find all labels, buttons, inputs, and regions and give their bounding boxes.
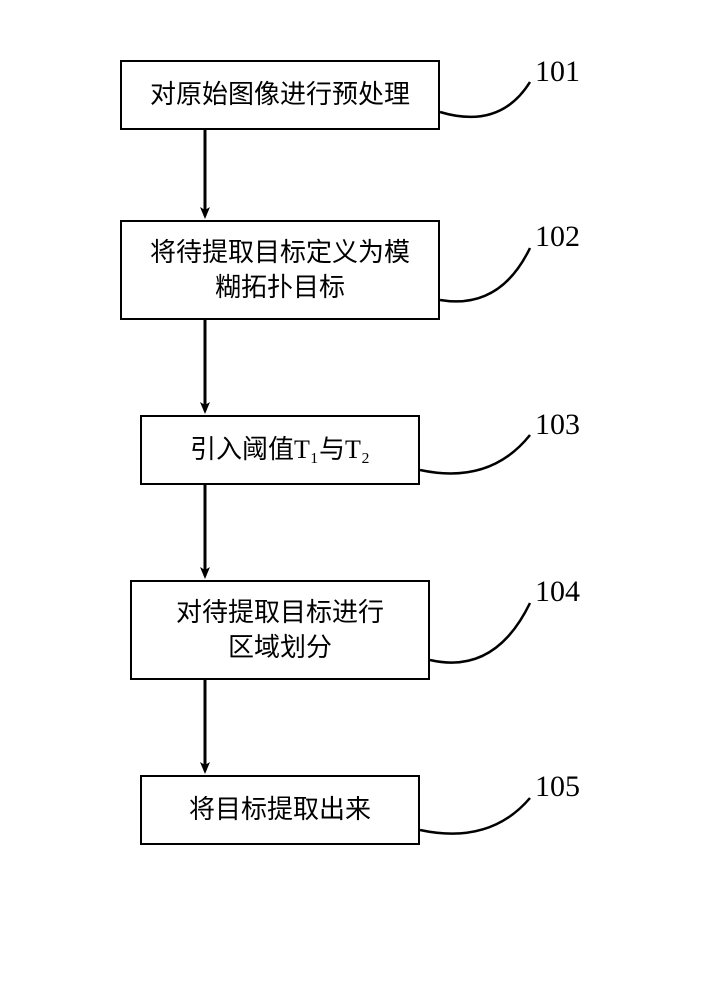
callout-curve xyxy=(440,82,530,117)
connectors-layer xyxy=(0,0,708,1000)
flow-node-n1: 对原始图像进行预处理 xyxy=(120,60,440,130)
flow-node-text: 引入阈值T₁与T₂ xyxy=(190,432,370,467)
flowchart-canvas: 对原始图像进行预处理将待提取目标定义为模糊拓扑目标引入阈值T₁与T₂对待提取目标… xyxy=(0,0,708,1000)
step-number-label: 101 xyxy=(535,55,580,89)
step-number-label: 103 xyxy=(535,408,580,442)
flow-node-text: 对原始图像进行预处理 xyxy=(150,77,410,112)
flow-node-n4: 对待提取目标进行区域划分 xyxy=(130,580,430,680)
callout-curve xyxy=(420,435,530,473)
flow-node-n2: 将待提取目标定义为模糊拓扑目标 xyxy=(120,220,440,320)
flow-node-n3: 引入阈值T₁与T₂ xyxy=(140,415,420,485)
callout-curve xyxy=(420,798,530,834)
step-number-label: 105 xyxy=(535,770,580,804)
step-number-label: 102 xyxy=(535,220,580,254)
flow-node-text: 区域划分 xyxy=(176,630,384,665)
callout-curve xyxy=(440,248,530,301)
flow-node-text: 将目标提取出来 xyxy=(189,792,371,827)
flow-node-text: 将待提取目标定义为模 xyxy=(150,235,410,270)
callout-curve xyxy=(430,603,530,663)
flow-node-text: 对待提取目标进行 xyxy=(176,595,384,630)
flow-node-n5: 将目标提取出来 xyxy=(140,775,420,845)
flow-node-text: 糊拓扑目标 xyxy=(150,270,410,305)
step-number-label: 104 xyxy=(535,575,580,609)
